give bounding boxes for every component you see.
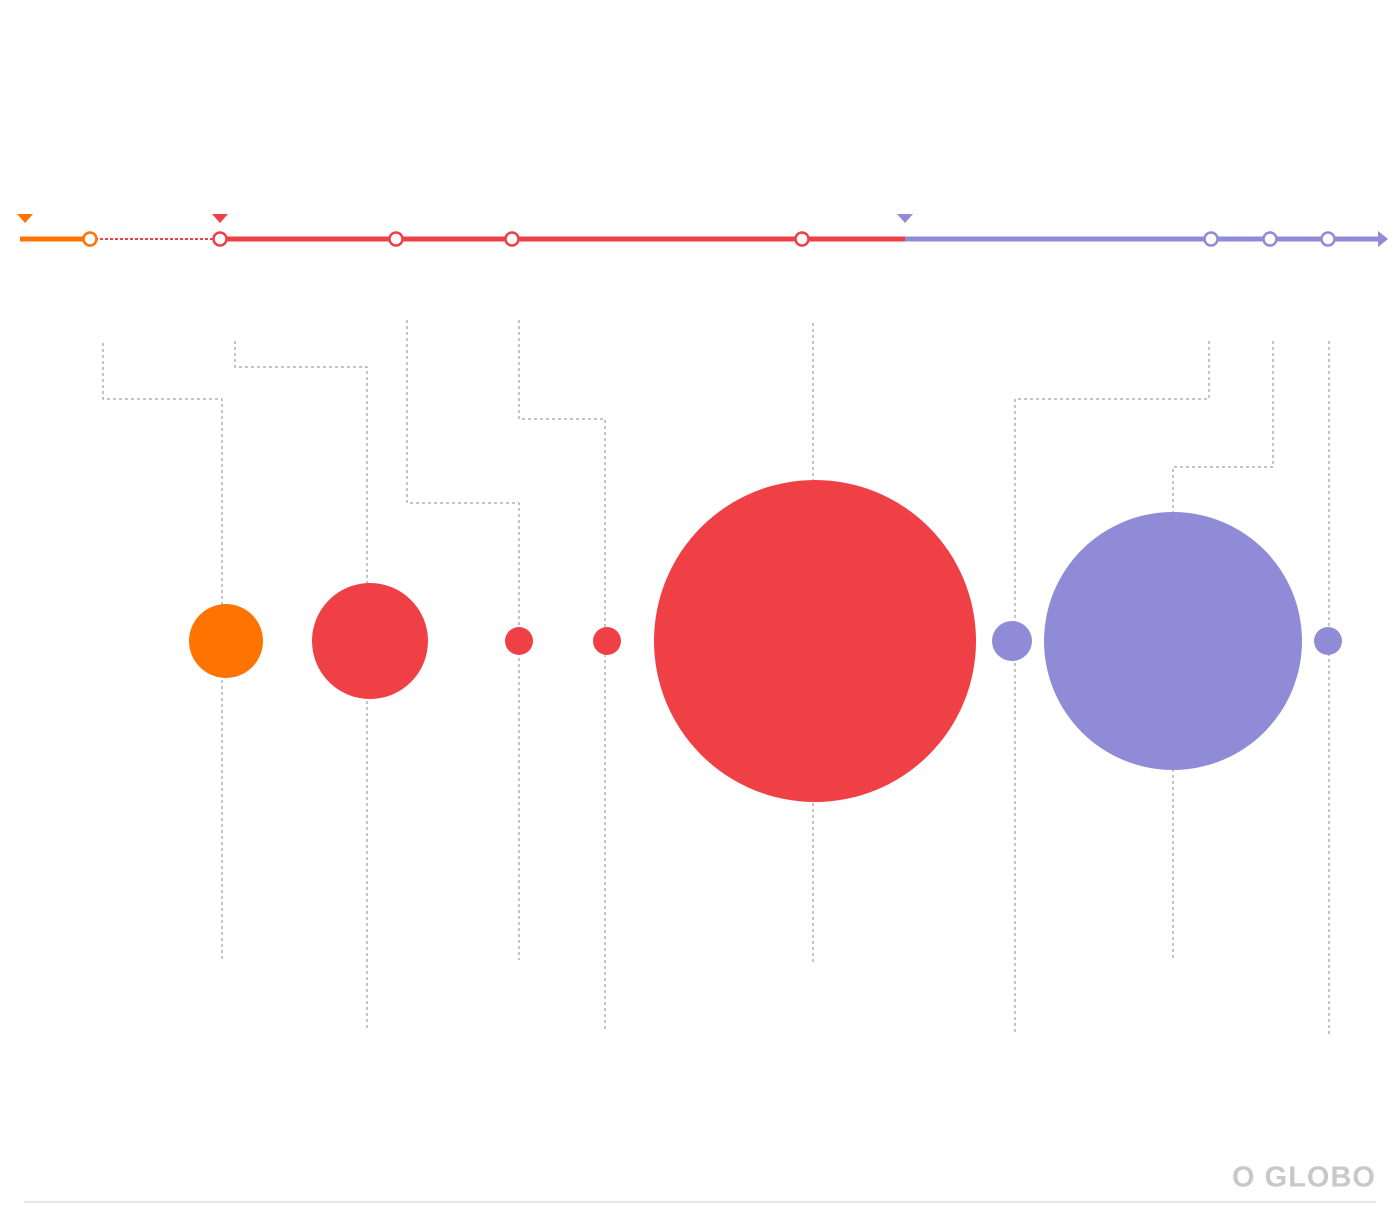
timeline-node	[794, 231, 810, 247]
connector	[518, 320, 606, 1030]
timeline-node	[212, 231, 228, 247]
connector	[234, 341, 368, 1030]
connector	[102, 343, 223, 960]
bubble	[1044, 512, 1302, 770]
bubble	[189, 604, 263, 678]
bubble	[992, 621, 1032, 661]
bubble	[1314, 627, 1342, 655]
bubble	[593, 627, 621, 655]
marker	[212, 214, 228, 223]
connector	[1172, 341, 1274, 958]
logo: O GLOBO	[1232, 1162, 1376, 1194]
marker	[17, 214, 33, 223]
connector	[406, 320, 520, 960]
marker	[897, 214, 913, 223]
timeline-node	[1320, 231, 1336, 247]
bubble	[654, 480, 976, 802]
timeline-arrow	[1378, 231, 1388, 247]
bubble	[505, 627, 533, 655]
timeline-node	[1203, 231, 1219, 247]
bubble	[312, 583, 428, 699]
bubbles	[189, 480, 1342, 802]
timeline-node	[1262, 231, 1278, 247]
timeline	[17, 214, 1388, 247]
timeline-node	[388, 231, 404, 247]
timeline-node	[82, 231, 98, 247]
timeline-node	[504, 231, 520, 247]
